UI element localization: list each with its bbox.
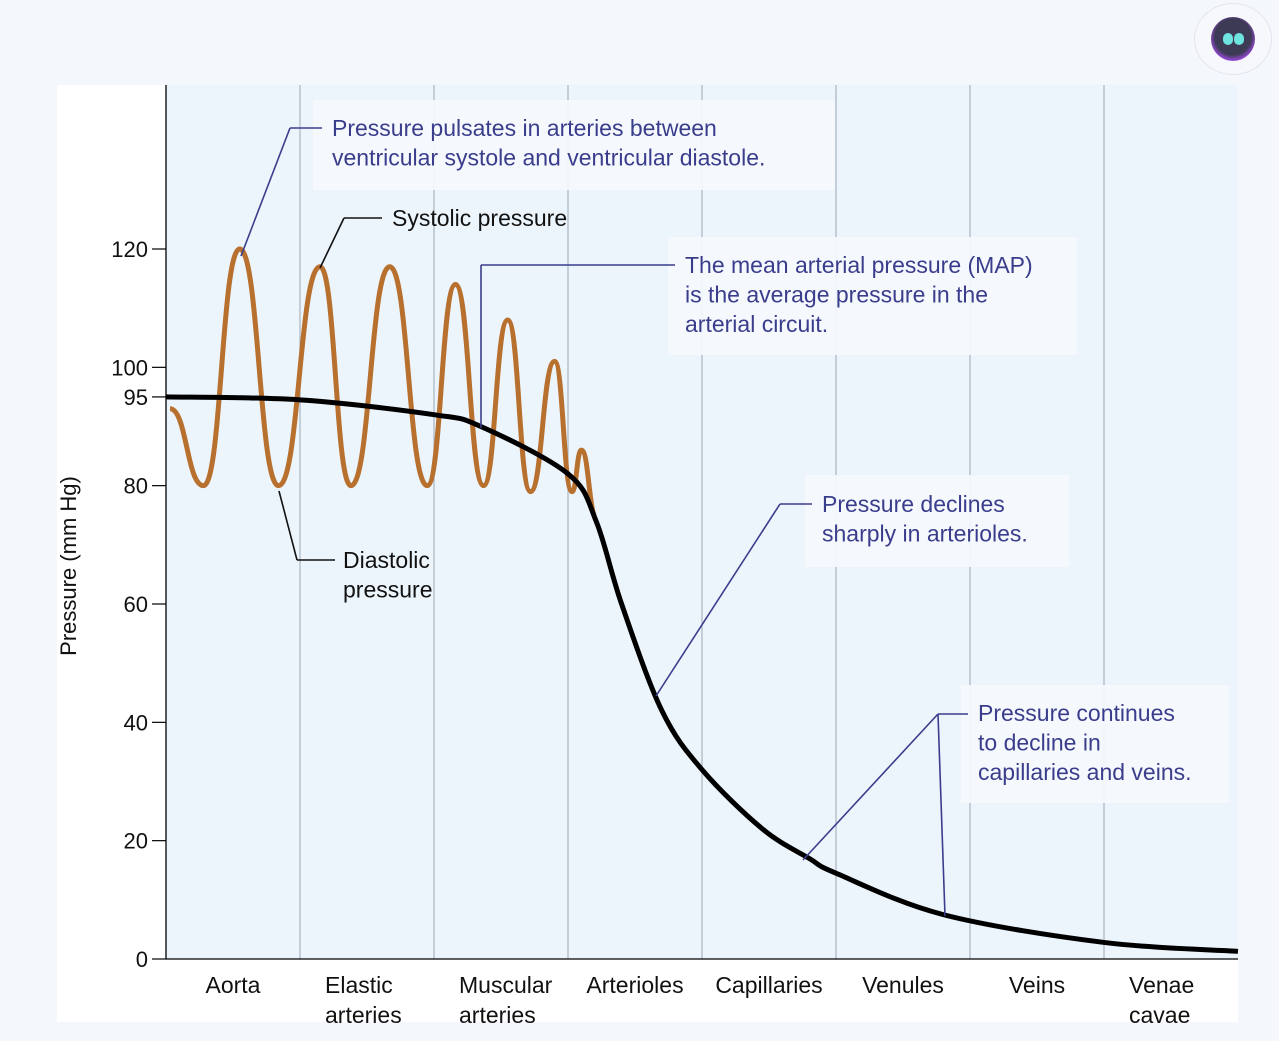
annotation-text: Diastolic pressure (343, 547, 432, 603)
annotation-text: Systolic pressure (392, 205, 567, 231)
y-axis-label: Pressure (mm Hg) (56, 476, 81, 656)
map-line (165, 394, 1239, 954)
y-tick-label: 80 (124, 474, 148, 499)
y-tick-label: 60 (124, 592, 148, 617)
annotation: The mean arterial pressure (MAP) is the a… (480, 237, 1077, 428)
leader-line (278, 490, 298, 561)
x-tick-label: Aorta (206, 972, 261, 998)
annotation-text: Pressure continues to decline in capillari… (978, 700, 1192, 785)
annotation-box (313, 100, 835, 190)
annotation: Systolic pressure (319, 205, 567, 269)
y-tick-label: 20 (124, 829, 148, 854)
x-tick-label: Arterioles (586, 972, 683, 998)
annotation-box (805, 475, 1069, 567)
leader-line (319, 217, 345, 269)
x-tick-label: Veins (1009, 972, 1065, 998)
annotation: Pressure pulsates in arteries between ven… (240, 100, 835, 257)
annotation: Pressure continues to decline in capillari… (802, 685, 1229, 917)
annotation: Pressure declines sharply in arterioles. (655, 475, 1069, 697)
annotation-text: Pressure declines sharply in arterioles. (822, 491, 1028, 547)
y-tick-label: 100 (111, 355, 148, 380)
x-tick-label: Venae cavae (1129, 972, 1194, 1028)
annotation-box (668, 237, 1077, 355)
y-tick-label: 0 (136, 947, 148, 972)
leader-line (655, 503, 781, 697)
annotation: Diastolic pressure (278, 490, 432, 603)
assistant-button[interactable] (1194, 3, 1272, 75)
annotation-text: The mean arterial pressure (MAP) is the a… (685, 252, 1033, 337)
leader-line (802, 713, 939, 861)
y-tick-label: 40 (124, 710, 148, 735)
x-tick-label: Muscular arteries (459, 972, 553, 1028)
x-tick-label: Venules (862, 972, 944, 998)
annotation-text: Pressure pulsates in arteries between ven… (332, 115, 765, 171)
pulse-pressure-line (169, 246, 599, 518)
x-tick-label: Elastic arteries (325, 972, 402, 1028)
leader-line (240, 127, 291, 257)
chat-bot-icon (1211, 17, 1255, 61)
leader-line (937, 713, 946, 917)
annotation-box (961, 685, 1229, 803)
x-tick-label: Capillaries (715, 972, 822, 998)
y-tick-label: 95 (124, 385, 148, 410)
y-tick-label: 120 (111, 237, 148, 262)
